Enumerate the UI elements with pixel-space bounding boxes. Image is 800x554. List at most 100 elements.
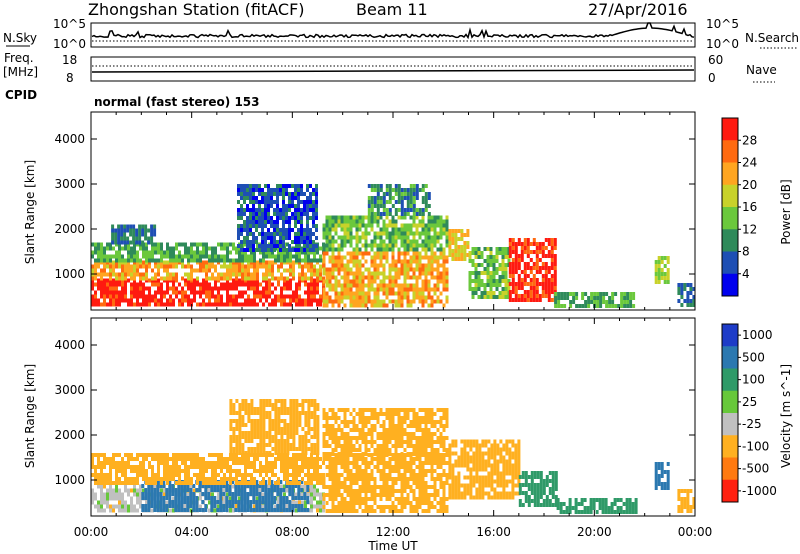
velocity-cell [169, 473, 172, 477]
power-cell [310, 294, 313, 299]
power-cell [418, 208, 422, 212]
velocity-cell [130, 453, 133, 457]
power-cell [259, 250, 262, 255]
power-cell [439, 291, 443, 296]
velocity-cell [183, 496, 187, 500]
power-cell [385, 223, 389, 228]
power-cell [135, 236, 139, 241]
power-cell [529, 298, 533, 302]
power-cell [504, 283, 508, 287]
velocity-cell [291, 504, 295, 508]
velocity-cell [252, 500, 256, 504]
power-cell [166, 268, 169, 273]
velocity-cell [145, 477, 148, 481]
velocity-cell [288, 504, 292, 508]
power-cell [133, 276, 136, 281]
power-cell [214, 302, 217, 307]
power-cell [436, 255, 440, 260]
power-cell [142, 246, 145, 251]
velocity-cell [192, 492, 196, 496]
power-cell [285, 208, 288, 212]
power-cell [523, 246, 527, 250]
velocity-cell [304, 411, 308, 415]
power-cell [526, 294, 530, 298]
power-cell [100, 258, 103, 263]
velocity-cell [175, 473, 178, 477]
power-cell [406, 247, 410, 252]
power-cell [121, 268, 124, 273]
power-cell [563, 296, 567, 300]
power-cell [175, 286, 178, 291]
power-cell [178, 250, 181, 255]
power-cell [626, 304, 630, 308]
velocity-cell [127, 461, 130, 465]
velocity-cell [271, 447, 275, 451]
velocity-cell [385, 489, 389, 493]
velocity-cell [127, 457, 130, 461]
velocity-cell [219, 484, 223, 488]
power-cell [382, 208, 386, 212]
power-cell [343, 291, 347, 296]
power-cell [277, 246, 280, 251]
velocity-cell [292, 457, 295, 461]
velocity-cell [144, 492, 148, 496]
power-cell [262, 254, 265, 259]
velocity-cell [415, 485, 419, 489]
power-cell [346, 263, 350, 268]
power-cell [163, 264, 166, 269]
power-cell [448, 229, 452, 233]
power-cell [535, 254, 539, 258]
power-cell [379, 247, 383, 252]
power-cell [445, 283, 449, 288]
power-cell [94, 246, 97, 251]
power-cell [133, 272, 136, 277]
power-cell [282, 196, 285, 200]
velocity-cell [394, 457, 398, 461]
velocity-cell [403, 465, 407, 469]
power-cell [238, 268, 241, 273]
power-cell [226, 250, 229, 255]
power-cell [660, 256, 664, 260]
power-cell [501, 291, 505, 295]
velocity-cell [235, 443, 239, 447]
power-cell [261, 244, 264, 248]
power-cell [121, 258, 124, 263]
velocity-cell [190, 457, 193, 461]
power-cell [267, 204, 270, 208]
power-cell [217, 302, 220, 307]
power-cell [301, 298, 304, 303]
velocity-cell [274, 504, 277, 509]
power-cell [243, 220, 246, 224]
power-cell [286, 302, 289, 307]
power-cell [297, 188, 300, 192]
power-cell [421, 219, 425, 224]
velocity-cell [223, 461, 226, 465]
power-cell [346, 287, 350, 292]
velocity-cell [112, 465, 115, 469]
power-cell [388, 243, 392, 248]
power-cell [424, 295, 428, 300]
velocity-cell [210, 504, 214, 508]
velocity-cell [300, 488, 304, 492]
velocity-cell [124, 508, 127, 513]
power-cell [403, 239, 407, 244]
power-cell [358, 271, 362, 276]
velocity-cell [109, 477, 112, 481]
power-cell [157, 302, 160, 307]
velocity-cell [142, 469, 145, 473]
velocity-cell [379, 485, 383, 489]
velocity-cell [412, 497, 416, 501]
velocity-cell [352, 453, 356, 457]
power-cell [355, 219, 359, 224]
power-cell [412, 184, 416, 188]
power-cell [243, 208, 246, 212]
velocity-cell [249, 504, 253, 508]
velocity-cell [216, 508, 220, 512]
power-cell [94, 294, 97, 299]
power-cell [256, 286, 259, 291]
velocity-cell [286, 488, 289, 493]
velocity-cell [94, 477, 97, 481]
velocity-cell [337, 477, 341, 481]
power-cell [306, 212, 309, 216]
power-cell [121, 286, 124, 291]
